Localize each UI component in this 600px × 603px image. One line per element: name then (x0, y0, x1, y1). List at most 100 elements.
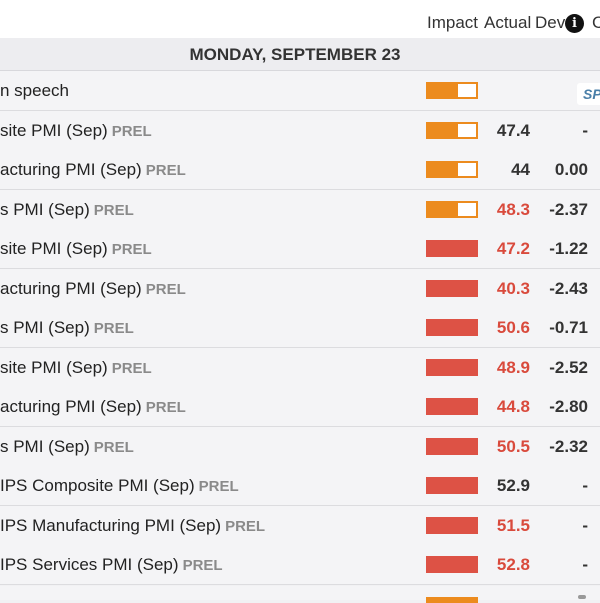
event-name[interactable]: IPS Composite PMI (Sep) PREL (0, 466, 239, 507)
actual-value: 51.5 (496, 515, 530, 535)
date-label: MONDAY, SEPTEMBER 23 (189, 45, 401, 64)
dev-value: - (582, 515, 588, 535)
event-title: acturing PMI (Sep) (0, 397, 142, 416)
impact-bar-empty-segment (458, 163, 476, 176)
impact-medium-icon (426, 597, 478, 603)
actual-column-header[interactable]: Actual (484, 13, 532, 32)
event-title: IPS Manufacturing PMI (Sep) (0, 515, 222, 535)
actual-value: 44.8 (496, 397, 530, 416)
table-row[interactable]: acturing PMI (Sep) PREL 44 0.00 (0, 150, 600, 190)
impact-medium-icon (426, 200, 478, 218)
impact-high-icon (426, 516, 478, 534)
impact-high-icon (426, 398, 478, 415)
event-name[interactable]: acturing PMI (Sep) PREL (0, 269, 186, 310)
impact-high-icon (426, 437, 478, 455)
impact-high-icon (426, 279, 478, 297)
actual-value: 52.8 (496, 555, 530, 574)
prel-tag: PREL (198, 478, 239, 495)
table-row[interactable]: n speech SP (0, 71, 600, 111)
impact-medium-icon (426, 161, 478, 178)
impact-high-icon (426, 556, 478, 573)
actual-value: 52.9 (496, 476, 530, 495)
impact-bar-empty-segment (458, 84, 476, 97)
table-row[interactable]: acturing PMI (Sep) PREL 40.3 -2.43 (0, 268, 600, 310)
event-title: site PMI (Sep) (0, 120, 108, 140)
event-title: acturing PMI (Sep) (0, 160, 142, 179)
dev-value: - (582, 555, 588, 574)
prel-tag: PREL (145, 162, 186, 179)
impact-bar-empty-segment (458, 202, 476, 216)
event-title: acturing PMI (Sep) (0, 278, 142, 298)
prel-tag: PREL (111, 241, 152, 258)
impact-high-icon (426, 240, 478, 257)
actual-value: 40.3 (496, 278, 530, 298)
table-header: Impact Actual Dev i C (0, 0, 600, 39)
table-row[interactable]: IPS Services PMI (Sep) PREL 52.8 - (0, 545, 600, 585)
prel-tag: PREL (93, 201, 134, 219)
table-row[interactable]: IPS Manufacturing PMI (Sep) PREL 51.5 - (0, 505, 600, 547)
dev-value: -2.32 (549, 436, 588, 456)
prel-tag: PREL (93, 320, 134, 337)
dev-value: -1.22 (549, 239, 588, 258)
prel-tag: PREL (182, 557, 223, 574)
table-row[interactable]: s PMI (Sep) PREL 50.6 -0.71 (0, 308, 600, 348)
dev-column-header[interactable]: Dev (535, 13, 566, 32)
event-name[interactable]: IPS Manufacturing PMI (Sep) PREL (0, 506, 265, 547)
event-title: n speech (0, 81, 69, 100)
impact-medium-icon (426, 121, 478, 139)
dev-value: - (582, 120, 588, 140)
impact-high-icon (426, 477, 478, 494)
event-name[interactable]: IPS Services PMI (Sep) PREL (0, 545, 223, 586)
actual-value: 50.5 (496, 436, 530, 456)
speech-badge[interactable]: SP (577, 83, 600, 105)
prel-tag: PREL (225, 517, 266, 535)
event-title: site PMI (Sep) (0, 239, 108, 258)
date-group-header: MONDAY, SEPTEMBER 23 (0, 38, 600, 71)
event-name[interactable]: site PMI (Sep) PREL (0, 348, 152, 389)
dev-value: - (582, 476, 588, 495)
event-name[interactable]: s PMI (Sep) PREL (0, 190, 134, 231)
event-name[interactable]: acturing PMI (Sep) PREL (0, 150, 186, 191)
info-icon[interactable]: i (565, 14, 584, 33)
actual-value: 48.9 (496, 357, 530, 377)
event-name[interactable]: s PMI (Sep) PREL (0, 427, 134, 468)
event-name[interactable]: s PMI (Sep) PREL (0, 308, 134, 349)
dev-value: -0.71 (549, 318, 588, 337)
dev-value: 0.00 (554, 160, 588, 179)
dev-value: -2.80 (549, 397, 588, 416)
prel-tag: PREL (111, 359, 152, 377)
partial-table-row[interactable] (0, 586, 600, 603)
impact-column-header[interactable]: Impact (427, 13, 479, 32)
prel-tag: PREL (145, 280, 186, 298)
dev-value: -2.43 (549, 278, 588, 298)
table-row[interactable]: site PMI (Sep) PREL 48.9 -2.52 (0, 347, 600, 389)
event-title: IPS Composite PMI (Sep) (0, 476, 195, 495)
prel-tag: PREL (145, 399, 186, 416)
table-row[interactable]: acturing PMI (Sep) PREL 44.8 -2.80 (0, 387, 600, 427)
actual-value: 50.6 (496, 318, 530, 337)
actual-value: 48.3 (496, 199, 530, 219)
event-title: s PMI (Sep) (0, 199, 90, 219)
table-row[interactable]: s PMI (Sep) PREL 48.3 -2.37 (0, 189, 600, 231)
event-title: site PMI (Sep) (0, 357, 108, 377)
event-title: IPS Services PMI (Sep) (0, 555, 179, 574)
event-name[interactable]: n speech (0, 71, 69, 111)
dev-value: -2.52 (549, 357, 588, 377)
impact-high-icon (426, 319, 478, 336)
event-title: s PMI (Sep) (0, 436, 90, 456)
table-row[interactable]: site PMI (Sep) PREL 47.4 - (0, 110, 600, 152)
event-name[interactable]: site PMI (Sep) PREL (0, 229, 152, 270)
table-row[interactable]: s PMI (Sep) PREL 50.5 -2.32 (0, 426, 600, 468)
prel-tag: PREL (111, 122, 152, 140)
cut-column-header[interactable]: C (592, 13, 600, 32)
impact-high-icon (426, 358, 478, 376)
actual-value: 44 (511, 160, 530, 179)
event-name[interactable]: site PMI (Sep) PREL (0, 111, 152, 152)
impact-medium-icon (426, 82, 478, 99)
table-row[interactable]: IPS Composite PMI (Sep) PREL 52.9 - (0, 466, 600, 506)
actual-value: 47.4 (496, 120, 530, 140)
table-row[interactable]: site PMI (Sep) PREL 47.2 -1.22 (0, 229, 600, 269)
impact-bar-empty-segment (458, 123, 476, 137)
event-name[interactable]: acturing PMI (Sep) PREL (0, 387, 186, 428)
dev-value: -2.37 (549, 199, 588, 219)
